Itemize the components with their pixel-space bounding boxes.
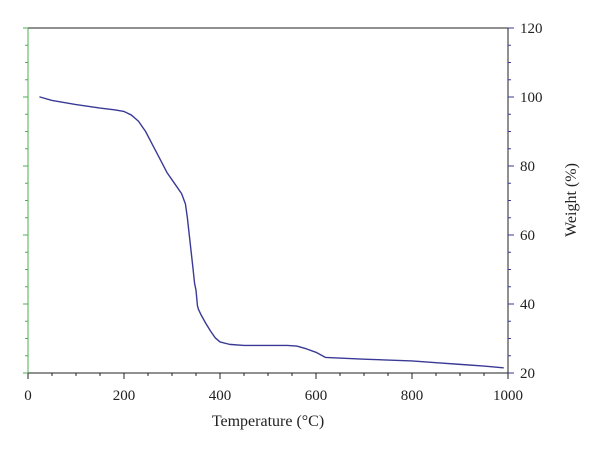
x-axis-title: Temperature (°C) [212,413,324,430]
x-tick-label: 400 [209,388,232,404]
x-tick-label: 1000 [493,388,523,404]
x-tick-label: 800 [401,388,424,404]
series-line-weight [39,96,504,369]
x-tick-label: 0 [24,388,32,404]
y-axis-title: Weight (%) [563,163,580,237]
y-tick-label: 80 [520,159,535,175]
y-tick-label: 120 [520,21,543,37]
x-tick-label: 600 [305,388,328,404]
y-tick-label: 60 [520,228,535,244]
y-tick-label: 20 [520,366,535,382]
y-tick-label: 100 [520,90,543,106]
x-tick-label: 200 [113,388,136,404]
y-tick-label: 40 [520,297,535,313]
